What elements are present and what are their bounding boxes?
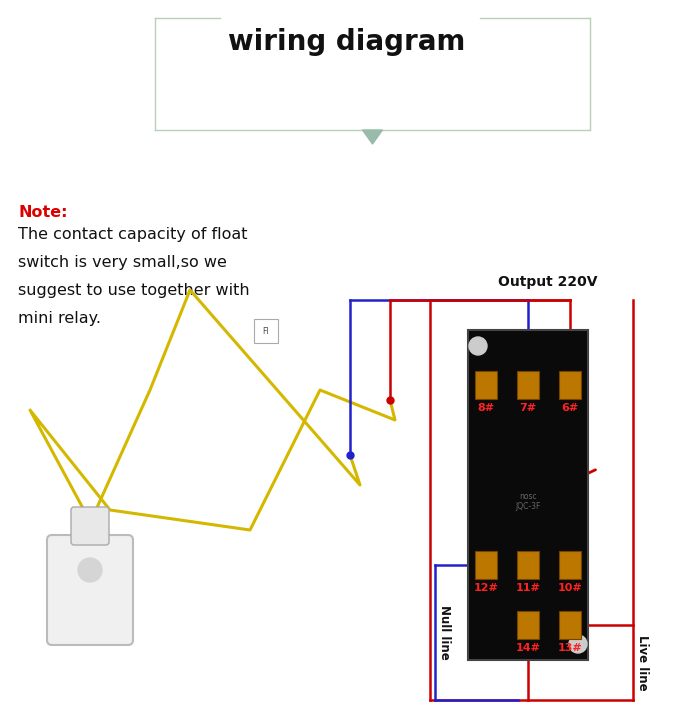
Text: Note:: Note:: [18, 205, 67, 220]
Text: 8#: 8#: [477, 403, 495, 413]
Text: 14#: 14#: [516, 643, 541, 653]
Text: The contact capacity of float: The contact capacity of float: [18, 227, 248, 242]
Text: 13#: 13#: [557, 643, 582, 653]
Bar: [475, 551, 497, 579]
FancyBboxPatch shape: [47, 535, 133, 645]
Text: switch is very small,so we: switch is very small,so we: [18, 255, 227, 270]
Polygon shape: [362, 130, 382, 144]
Bar: [559, 551, 581, 579]
Bar: [559, 371, 581, 399]
FancyBboxPatch shape: [254, 319, 278, 343]
Text: suggest to use together with: suggest to use together with: [18, 283, 250, 298]
Text: mini relay.: mini relay.: [18, 311, 101, 326]
Text: 6#: 6#: [561, 403, 579, 413]
FancyBboxPatch shape: [71, 507, 109, 545]
Bar: [468, 330, 588, 660]
Bar: [559, 611, 581, 639]
Text: 12#: 12#: [473, 583, 498, 593]
Text: FI: FI: [263, 326, 269, 336]
Circle shape: [78, 558, 102, 582]
Text: Live line: Live line: [636, 635, 649, 690]
Text: nosc
JQC-3F: nosc JQC-3F: [516, 492, 541, 511]
Circle shape: [469, 337, 487, 355]
Bar: [517, 371, 539, 399]
Text: 11#: 11#: [516, 583, 541, 593]
Text: wiring diagram: wiring diagram: [228, 28, 466, 56]
Bar: [517, 551, 539, 579]
Bar: [475, 371, 497, 399]
Bar: [517, 611, 539, 639]
Text: 10#: 10#: [557, 583, 582, 593]
Text: 7#: 7#: [519, 403, 536, 413]
Text: Output 220V: Output 220V: [498, 275, 598, 289]
Text: Null line: Null line: [438, 605, 451, 660]
Circle shape: [569, 635, 587, 653]
